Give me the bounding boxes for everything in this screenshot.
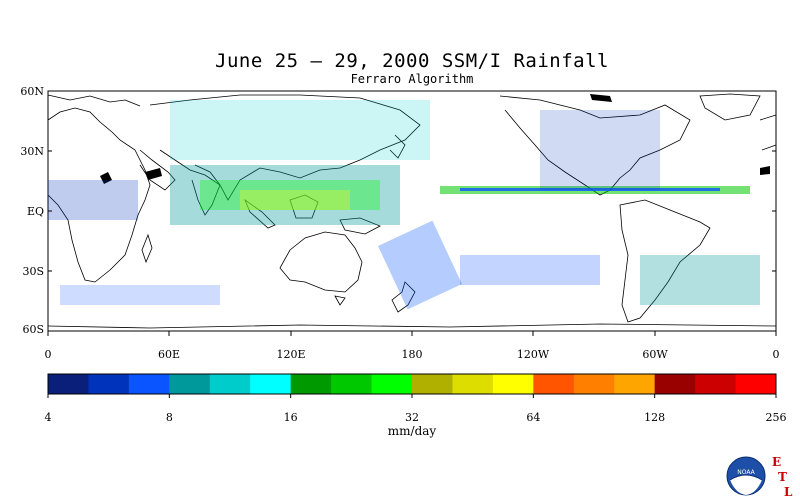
australia-coastline bbox=[279, 231, 363, 293]
map-title: June 25 – 29, 2000 SSM/I Rainfall bbox=[215, 50, 609, 72]
colorbar-swatch bbox=[735, 374, 777, 394]
colorbar-swatch bbox=[290, 374, 332, 394]
lon-label: 0 bbox=[45, 348, 52, 361]
europe-coastline bbox=[47, 94, 141, 107]
arabia-coastline bbox=[139, 149, 176, 191]
lakes bbox=[100, 94, 770, 184]
north-america-coastline bbox=[499, 95, 691, 196]
lon-ticks bbox=[47, 331, 777, 336]
lat-label: EQ bbox=[27, 205, 44, 218]
logo-letter-l: L bbox=[784, 485, 793, 498]
india-coastline bbox=[191, 164, 221, 216]
borneo-coastline bbox=[289, 194, 319, 219]
logo-letter-e: E bbox=[772, 455, 781, 469]
black-lake-icon bbox=[145, 168, 162, 180]
great-lakes-icon bbox=[590, 94, 612, 102]
colorbar-tick-label: 8 bbox=[166, 411, 173, 424]
colorbar-tick-label: 128 bbox=[644, 411, 665, 424]
colorbar-swatch bbox=[128, 374, 170, 394]
colorbar-swatch bbox=[169, 374, 211, 394]
map-frame bbox=[47, 90, 777, 332]
sumatra-coastline bbox=[244, 198, 276, 229]
logo-badge-text: NOAA bbox=[737, 469, 755, 476]
colorbar-swatch bbox=[533, 374, 575, 394]
japan-coastline bbox=[389, 134, 406, 159]
colorbar-tick-label: 256 bbox=[766, 411, 787, 424]
lon-label: 120W bbox=[517, 348, 550, 361]
lon-label: 180 bbox=[402, 348, 423, 361]
rainfall-field bbox=[48, 100, 760, 310]
colorbar-swatch bbox=[250, 374, 292, 394]
greenland-coastline bbox=[699, 93, 761, 121]
colorbar-swatch bbox=[573, 374, 615, 394]
coastlines bbox=[47, 93, 777, 329]
colorbar-swatch bbox=[371, 374, 413, 394]
lat-label: 30S bbox=[22, 265, 44, 278]
new-zealand-coastline bbox=[391, 281, 416, 313]
colorbar-swatch bbox=[492, 374, 534, 394]
madagascar-coastline bbox=[141, 233, 153, 264]
colorbar-ticks: 4 8 16 32 64 128 256 bbox=[45, 394, 787, 424]
colorbar-tick-label: 16 bbox=[284, 411, 298, 424]
colorbar-swatch bbox=[614, 374, 656, 394]
map-subtitle: Ferraro Algorithm bbox=[350, 72, 474, 86]
lon-axis: 0 60E 120E 180 120W 60W 0 bbox=[45, 348, 780, 361]
logo-letter-t: T bbox=[778, 470, 787, 484]
south-america-coastline bbox=[619, 199, 711, 323]
lon-label: 60W bbox=[642, 348, 668, 361]
asia-coastline bbox=[149, 94, 421, 201]
colorbar-tick-label: 4 bbox=[45, 411, 52, 424]
colorbar-swatch bbox=[695, 374, 737, 394]
caspian-lake-icon bbox=[100, 172, 112, 184]
colorbar-tick-label: 64 bbox=[526, 411, 540, 424]
hudson-lake-icon bbox=[760, 166, 770, 175]
lat-label: 30N bbox=[20, 145, 44, 158]
colorbar-tick-label: 32 bbox=[405, 411, 419, 424]
lat-label: 60S bbox=[22, 323, 44, 336]
colorbar-swatch bbox=[331, 374, 373, 394]
antarctica-coastline bbox=[47, 323, 777, 329]
colorbar bbox=[47, 373, 777, 395]
lon-label: 0 bbox=[773, 348, 780, 361]
colorbar-swatch bbox=[48, 374, 89, 394]
colorbar-unit: mm/day bbox=[388, 424, 437, 438]
lat-ticks bbox=[48, 90, 776, 332]
colorbar-swatch bbox=[654, 374, 696, 394]
lat-label: 60N bbox=[20, 85, 44, 98]
europe-east-edge-coastline bbox=[759, 114, 777, 151]
new-guinea-coastline bbox=[339, 217, 381, 235]
colorbar-swatch bbox=[452, 374, 494, 394]
colorbar-swatch bbox=[88, 374, 130, 394]
colorbar-swatch bbox=[412, 374, 453, 394]
noaa-logo-icon: NOAA E T L bbox=[726, 455, 793, 498]
africa-coastline bbox=[47, 107, 151, 283]
lon-label: 120E bbox=[276, 348, 305, 361]
lon-label: 60E bbox=[158, 348, 180, 361]
colorbar-swatch bbox=[209, 374, 251, 394]
tasmania-coastline bbox=[334, 295, 346, 306]
lat-axis: 60N 30N EQ 30S 60S bbox=[20, 85, 44, 336]
